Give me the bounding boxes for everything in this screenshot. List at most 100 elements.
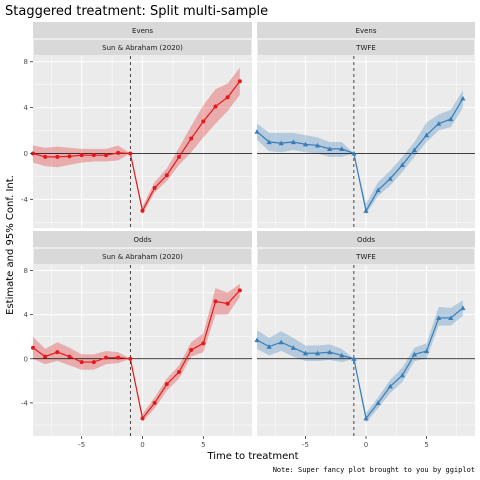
strip-top-background	[257, 231, 475, 248]
data-point	[55, 350, 60, 355]
x-tick-label: 0	[140, 441, 144, 449]
data-point	[375, 187, 381, 193]
data-point	[448, 116, 454, 122]
data-point	[189, 347, 194, 352]
strip-top-background	[33, 231, 252, 248]
data-point	[177, 370, 181, 375]
x-axis-title: Time to treatment	[206, 451, 298, 462]
y-tick-label: 0	[24, 150, 28, 158]
data-point	[177, 154, 181, 159]
estimate-line	[256, 98, 464, 213]
facet-panel: Odds TWFE -5 0 5	[254, 231, 476, 449]
y-tick-label: -4	[21, 399, 29, 407]
data-point	[91, 153, 96, 158]
y-tick-label: -4	[21, 196, 29, 204]
data-point	[266, 344, 272, 349]
data-point	[314, 350, 321, 356]
strip-top-label: Odds	[357, 236, 375, 244]
data-point	[31, 345, 35, 350]
data-point	[79, 153, 84, 158]
x-tick-label: -5	[78, 441, 85, 449]
data-point	[213, 104, 218, 109]
y-tick-label: 4	[24, 311, 29, 319]
strip-bottom-label: Sun & Abraham (2020)	[102, 253, 183, 261]
facet-panel: Evens TWFE	[254, 22, 476, 228]
data-point	[399, 162, 405, 168]
chart-caption: Note: Super fancy plot brought to you by…	[273, 466, 475, 474]
data-point	[387, 383, 393, 389]
data-point	[152, 185, 157, 190]
data-point	[116, 355, 121, 360]
data-point	[128, 151, 133, 156]
data-point	[254, 129, 260, 134]
data-point	[152, 400, 157, 405]
data-point	[460, 305, 466, 311]
x-tick-label: 5	[424, 441, 428, 449]
data-point	[375, 400, 381, 405]
estimate-line	[256, 307, 464, 420]
data-point	[327, 349, 333, 355]
x-tick-label: 0	[364, 441, 368, 449]
strip-top-label: Odds	[133, 236, 151, 244]
data-point	[43, 354, 48, 359]
data-point	[254, 337, 260, 343]
y-tick-label: 8	[24, 267, 28, 275]
data-point	[423, 132, 430, 138]
strip-top-background	[257, 22, 475, 39]
y-axis-title: Estimate and 95% Conf. Int.	[5, 175, 16, 315]
data-point	[213, 299, 218, 304]
x-tick-label: -5	[302, 441, 309, 449]
y-tick-label: 0	[24, 355, 28, 363]
data-point	[387, 176, 393, 181]
data-point	[55, 154, 60, 159]
data-point	[351, 356, 357, 361]
data-point	[266, 139, 272, 145]
data-point	[79, 360, 84, 365]
data-point	[278, 140, 284, 146]
data-point	[448, 315, 454, 321]
data-point	[225, 95, 230, 100]
data-point	[436, 121, 442, 126]
data-point	[104, 355, 108, 360]
facet-panel: Odds Sun & Abraham (2020) -4 0 4 8 -5 0 5	[21, 231, 253, 449]
y-tick-label: 8	[24, 58, 28, 66]
data-point	[201, 119, 206, 124]
data-point	[363, 208, 369, 213]
data-point	[411, 351, 418, 357]
strip-bottom-label: Sun & Abraham (2020)	[102, 44, 183, 52]
data-point	[91, 360, 96, 365]
data-point	[436, 315, 442, 321]
estimate-line	[32, 80, 241, 213]
data-point	[237, 79, 242, 84]
data-point	[339, 146, 345, 151]
data-point	[290, 345, 296, 350]
data-point	[302, 350, 309, 356]
strip-bottom-label: TWFE	[355, 253, 376, 261]
chart-title: Staggered treatment: Split multi-sample	[5, 4, 268, 19]
data-point	[116, 150, 121, 155]
data-point	[164, 382, 169, 387]
strip-top-background	[33, 22, 252, 39]
data-point	[43, 154, 48, 159]
confidence-band	[33, 283, 240, 422]
confidence-band	[257, 300, 463, 423]
data-point	[327, 146, 333, 151]
data-point	[339, 352, 345, 358]
data-point	[423, 348, 430, 354]
strip-bottom-label: TWFE	[355, 44, 376, 52]
data-point	[460, 95, 466, 101]
data-point	[399, 372, 405, 378]
data-point	[278, 339, 284, 345]
data-point	[237, 288, 242, 293]
data-point	[164, 173, 169, 178]
facet-panel: Evens Sun & Abraham (2020) -4 0 4 8	[21, 22, 253, 228]
data-point	[67, 154, 72, 159]
estimate-line	[32, 289, 241, 420]
data-point	[411, 147, 418, 153]
data-point	[290, 139, 296, 145]
data-point	[201, 341, 206, 346]
data-point	[302, 141, 309, 147]
x-tick-label: 5	[201, 441, 205, 449]
strip-top-label: Evens	[132, 27, 153, 35]
